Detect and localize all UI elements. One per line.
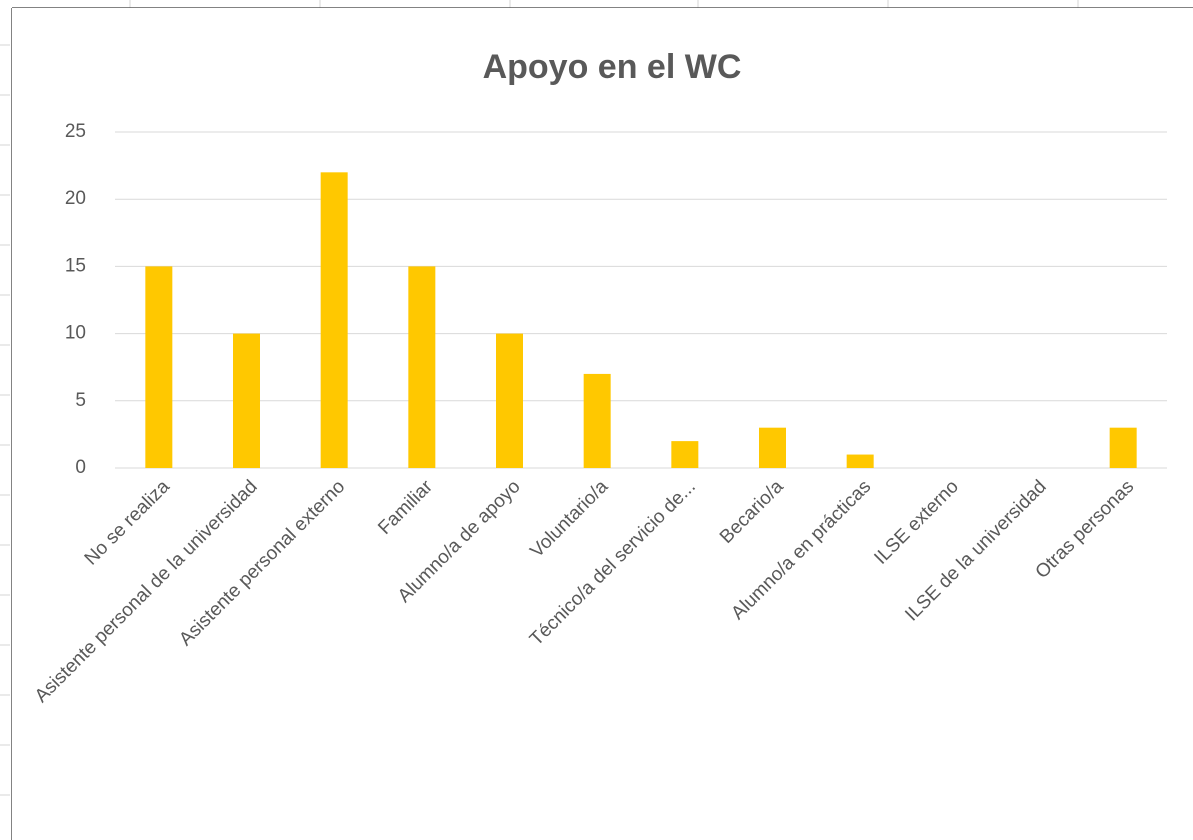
- bar: [846, 454, 874, 468]
- sheet-rows: [0, 44, 10, 796]
- x-tick-label: Técnico/a del servicio de...: [526, 476, 700, 650]
- x-tick-label: No se realiza: [81, 476, 175, 570]
- bar: [145, 266, 173, 468]
- x-tick-label: Asistente personal externo: [175, 476, 349, 650]
- bar: [671, 441, 699, 468]
- y-tick-label: 15: [65, 255, 86, 276]
- bar: [408, 266, 436, 468]
- y-tick-label: 25: [65, 121, 86, 142]
- y-tick-label: 10: [65, 323, 86, 344]
- bar: [759, 427, 786, 468]
- chart-title: Apoyo en el WC: [483, 48, 742, 86]
- chart: Apoyo en el WC 0 5 10 15 20 25 No se realizaAs…: [12, 8, 1193, 840]
- bar: [320, 172, 348, 468]
- bar: [583, 373, 611, 468]
- y-tick-label: 0: [75, 457, 86, 478]
- y-tick-label: 5: [75, 390, 86, 411]
- bar: [1109, 427, 1137, 468]
- x-tick-label: ILSE de la universidad: [901, 476, 1050, 625]
- y-tick-label: 20: [65, 188, 86, 209]
- bar: [233, 333, 260, 468]
- x-tick-label: Familiar: [374, 476, 437, 539]
- x-tick-label: Becario/a: [716, 476, 788, 548]
- x-tick-label: ILSE externo: [870, 476, 963, 569]
- bar: [496, 333, 523, 468]
- x-tick-label: Voluntario/a: [526, 476, 612, 562]
